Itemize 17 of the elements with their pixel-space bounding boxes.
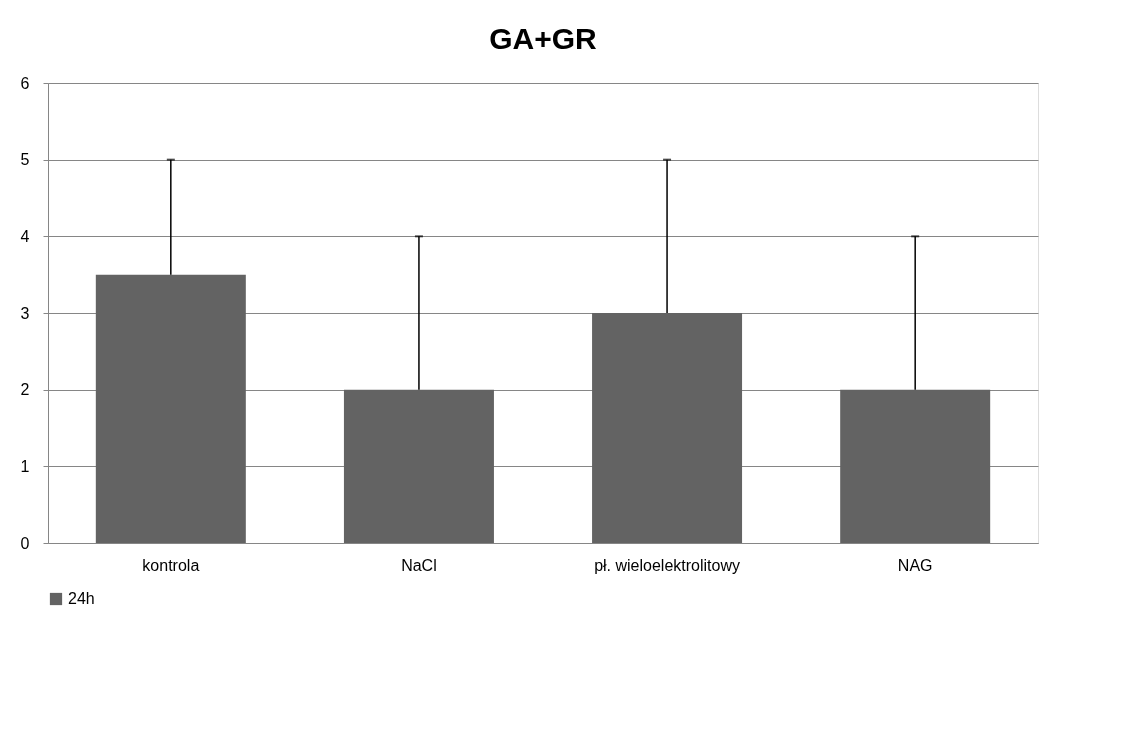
bar [840,389,991,543]
y-tick-label: 3 [20,304,30,322]
y-tick-label: 1 [20,457,30,475]
y-tick-label: 6 [20,74,30,92]
y-tick-label: 4 [20,227,30,245]
chart-title: GA+GR [489,22,598,55]
x-tick-label: kontrola [142,556,200,574]
x-tick-label: NAG [897,556,933,574]
bar [592,313,743,543]
bar [95,274,246,543]
x-tick-label: pł. wieloelektrolitowy [594,556,740,574]
y-tick-label: 2 [20,381,30,399]
bar [343,389,494,543]
legend-label: 24h [68,590,95,607]
x-tick-label: NaCl [401,556,437,574]
y-tick-label: 5 [20,151,30,169]
y-tick-label: 0 [20,534,30,552]
